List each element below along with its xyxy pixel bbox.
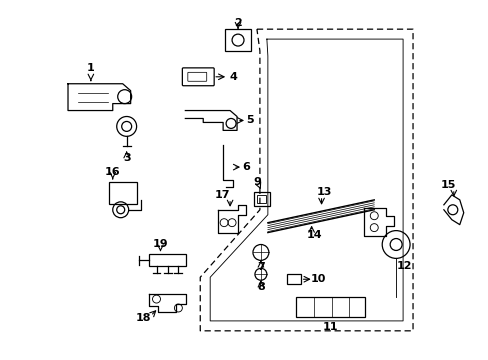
Text: 11: 11 [322, 322, 338, 332]
Text: 17: 17 [214, 190, 229, 200]
Text: 9: 9 [252, 177, 260, 187]
Bar [148, 255, 186, 266]
Bar [286, 274, 300, 284]
Text: 4: 4 [229, 72, 237, 82]
Text: 15: 15 [440, 180, 456, 190]
Text: 12: 12 [396, 261, 411, 271]
Bar [253, 192, 269, 206]
Bar [295, 297, 365, 317]
Text: 6: 6 [242, 162, 249, 172]
Text: 5: 5 [245, 116, 253, 126]
Text: 10: 10 [310, 274, 325, 284]
Text: 2: 2 [234, 18, 242, 28]
Bar [224, 29, 250, 51]
Bar [256, 195, 265, 203]
Text: 1: 1 [87, 63, 95, 73]
Text: 16: 16 [105, 167, 121, 177]
Text: 7: 7 [257, 262, 264, 272]
Text: 18: 18 [136, 313, 151, 323]
Bar [108, 182, 136, 204]
Text: 3: 3 [122, 153, 130, 163]
Text: 8: 8 [257, 282, 264, 292]
Text: 14: 14 [306, 230, 322, 239]
Text: 19: 19 [152, 239, 168, 248]
Text: 13: 13 [316, 187, 331, 197]
